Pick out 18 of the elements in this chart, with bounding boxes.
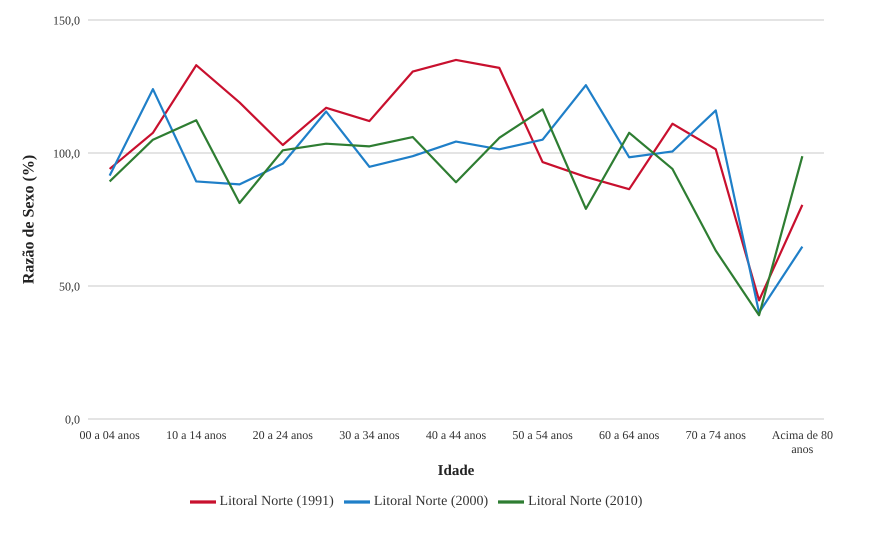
x-tick-label: 60 a 64 anos <box>599 428 660 442</box>
y-tick-label: 50,0 <box>59 279 80 294</box>
x-tick-label: 10 a 14 anos <box>166 428 227 442</box>
x-tick-label: 20 a 24 anos <box>252 428 314 442</box>
y-tick-label: 0,0 <box>65 412 80 426</box>
legend-label: Litoral Norte (2010) <box>528 494 642 510</box>
y-axis-title: Razão de Sexo (%) <box>20 154 38 284</box>
x-tick-label: 30 a 34 anos <box>339 428 400 442</box>
legend-label: Litoral Norte (2000) <box>374 494 488 510</box>
y-tick-label: 100,0 <box>53 146 80 160</box>
x-tick-label: 50 a 54 anos <box>512 428 574 442</box>
x-tick-label: 00 a 04 anos <box>79 428 140 442</box>
x-tick-label: Acima de 80 anos <box>772 428 834 456</box>
x-tick-label: 70 a 74 anos <box>686 428 746 442</box>
x-axis-title: Idade <box>438 463 475 479</box>
y-tick-label: 150,0 <box>53 13 80 28</box>
x-tick-label: 40 a 44 anos <box>426 428 486 442</box>
legend-label: Litoral Norte (1991) <box>220 494 334 510</box>
